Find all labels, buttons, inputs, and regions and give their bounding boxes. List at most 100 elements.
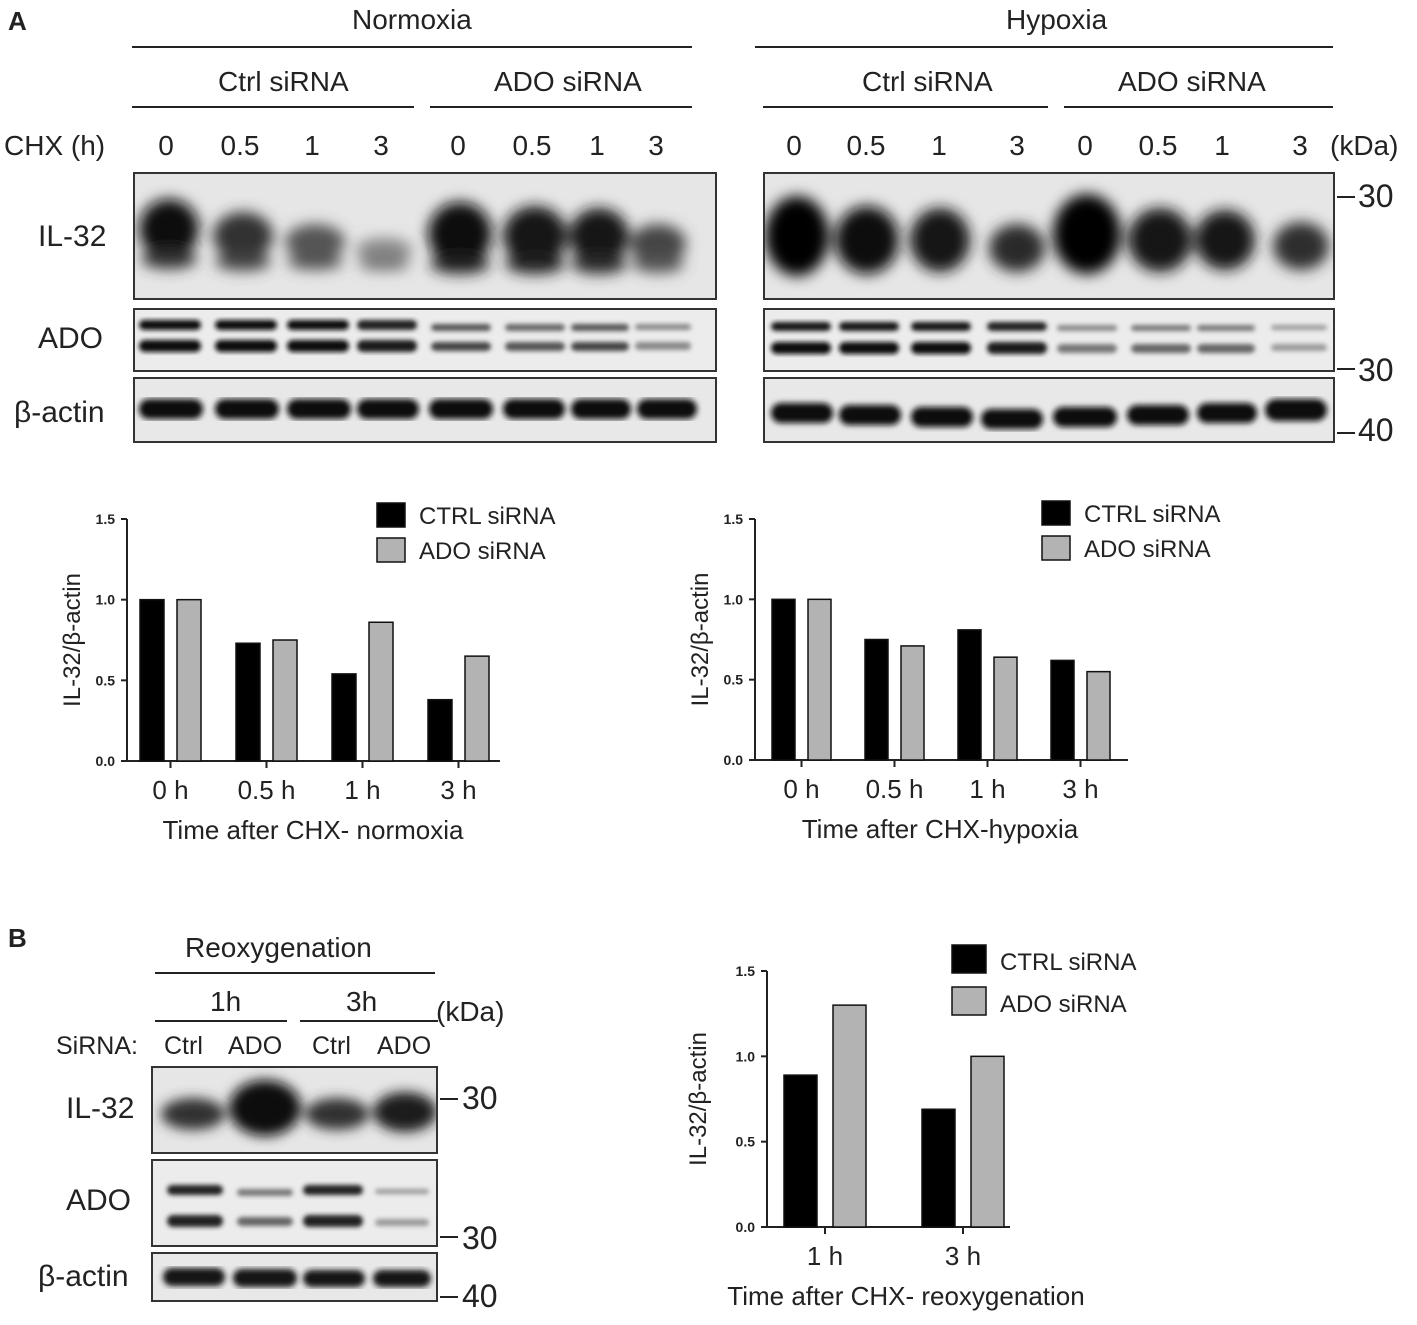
lane-label: 0.5: [846, 130, 886, 161]
lane-label: 0: [1077, 130, 1093, 161]
lane-label: 3: [648, 130, 664, 161]
kda-tick: [1337, 368, 1355, 370]
lane-label: Ctrl: [164, 1032, 203, 1060]
legend-label: CTRL siRNA: [1084, 501, 1220, 528]
kda-tick: [440, 1296, 458, 1298]
kda-tick: [1337, 432, 1355, 434]
bar-ado-sirna: [464, 655, 490, 762]
normoxia-ado-sirna-label: ADO siRNA: [494, 66, 642, 97]
reoxygenation-bracket: [155, 972, 435, 974]
chx-label: CHX (h): [4, 130, 106, 161]
ado-blot-normoxia: [133, 308, 717, 372]
lane-label: 3: [1292, 130, 1308, 161]
lane-label: 0: [158, 130, 174, 161]
kda-marker-30: 30: [462, 1220, 498, 1256]
time-3h-label: 3h: [346, 986, 378, 1017]
bar-ado-sirna: [368, 621, 394, 762]
bar-ado-sirna: [970, 1055, 1005, 1228]
panel-a-letter: A: [8, 6, 27, 36]
legend-label: ADO siRNA: [1084, 536, 1211, 563]
reoxygenation-header: Reoxygenation: [185, 932, 372, 963]
y-tick-label: 1.5: [96, 511, 116, 527]
row-label-ado: ADO: [66, 1184, 132, 1217]
actin-band-image: [771, 399, 1327, 429]
x-tick-label: 1 h: [807, 1241, 843, 1271]
x-tick-label: 0 h: [152, 775, 188, 805]
lane-label: 3: [373, 130, 389, 161]
ado-blot-hypoxia: [763, 308, 1335, 372]
bar-ado-sirna: [1086, 670, 1111, 761]
bar-ado-sirna: [272, 639, 298, 762]
kda-marker-40: 40: [462, 1278, 498, 1314]
y-tick-label: 0.0: [724, 752, 744, 768]
kda-tick: [440, 1236, 458, 1238]
x-axis-label: Time after CHX- normoxia: [163, 815, 465, 845]
bar-chart-reoxygenation: 0.0 0.5 1.0 1.5 IL-32/β-actin 1 h 3 h Time afte…: [685, 944, 1136, 1311]
legend-swatch: [376, 502, 406, 528]
legend-label: CTRL siRNA: [419, 503, 555, 530]
bar-ado-sirna: [176, 598, 202, 762]
y-tick-label: 0.0: [96, 753, 116, 769]
lane-label: 0.5: [220, 130, 260, 161]
lane-label: 0: [450, 130, 466, 161]
bar-ctrl-sirna: [921, 1108, 956, 1228]
time-3h-bracket: [300, 1020, 438, 1022]
x-tick-label: 1 h: [344, 775, 380, 805]
y-tick-label: 1.5: [736, 963, 756, 979]
kda-label-b: (kDa): [436, 996, 505, 1027]
x-tick-label: 0.5 h: [866, 774, 924, 804]
kda-marker-30: 30: [1358, 352, 1394, 388]
lane-label: 0: [786, 130, 802, 161]
y-tick-label: 1.0: [724, 591, 744, 607]
lane-label: 0.5: [1138, 130, 1178, 161]
lane-label: ADO: [228, 1032, 283, 1060]
bar-ctrl-sirna: [957, 629, 982, 761]
x-tick-label: 0.5 h: [238, 775, 296, 805]
hypoxia-ctrl-bracket: [763, 106, 1048, 108]
y-tick-label: 0.5: [96, 672, 116, 688]
normoxia-ctrl-sirna-label: Ctrl siRNA: [218, 66, 349, 97]
ado-band-image: [167, 1185, 429, 1227]
il32-band-image: [139, 199, 686, 274]
bar-ctrl-sirna: [427, 698, 453, 762]
lane-label: 3: [1009, 130, 1025, 161]
x-tick-label: 1 h: [969, 774, 1005, 804]
panel-b-letter: B: [8, 923, 27, 953]
y-tick-label: 0.0: [736, 1219, 756, 1235]
legend-swatch: [1041, 535, 1071, 561]
lane-label: ADO: [377, 1032, 432, 1060]
il32-blot-reoxygenation: [151, 1066, 438, 1154]
normoxia-ctrl-bracket: [132, 106, 414, 108]
bar-ctrl-sirna: [771, 598, 796, 761]
bar-ctrl-sirna: [783, 1074, 818, 1228]
sirna-label: SiRNA:: [56, 1032, 138, 1060]
hypoxia-bracket: [755, 46, 1333, 48]
il32-band-image: [161, 1080, 436, 1136]
legend-label: ADO siRNA: [1000, 991, 1127, 1018]
y-axis-label: IL-32/β-actin: [685, 1032, 712, 1166]
lane-label: 1: [931, 130, 947, 161]
kda-marker-30: 30: [1358, 178, 1394, 214]
kda-tick: [440, 1098, 458, 1100]
lane-label: 1: [304, 130, 320, 161]
lane-label: 1: [1214, 130, 1230, 161]
bar-ado-sirna: [807, 598, 832, 761]
bar-chart-hypoxia: 0.0 0.5 1.0 1.5 IL-32/β-actin 0 h 0.5 h 1 h 3 h T…: [687, 500, 1220, 844]
x-axis-label: Time after CHX-hypoxia: [802, 814, 1079, 844]
time-1h-bracket: [155, 1020, 287, 1022]
y-tick-label: 1.0: [736, 1048, 756, 1064]
lane-label: Ctrl: [312, 1032, 351, 1060]
time-1h-label: 1h: [210, 986, 242, 1017]
y-axis-label: IL-32/β-actin: [59, 573, 86, 707]
legend-swatch: [951, 986, 987, 1016]
legend-swatch: [376, 537, 406, 563]
actin-blot-reoxygenation: [151, 1252, 438, 1302]
lane-label: 0.5: [512, 130, 552, 161]
bar-ado-sirna: [832, 1004, 867, 1228]
hypoxia-header: Hypoxia: [1006, 4, 1108, 35]
row-label-il32: IL-32: [38, 220, 107, 253]
row-label-beta-actin: β-actin: [38, 1260, 129, 1293]
actin-band-image: [139, 399, 697, 419]
kda-tick: [1337, 196, 1355, 198]
x-tick-label: 3 h: [945, 1241, 981, 1271]
